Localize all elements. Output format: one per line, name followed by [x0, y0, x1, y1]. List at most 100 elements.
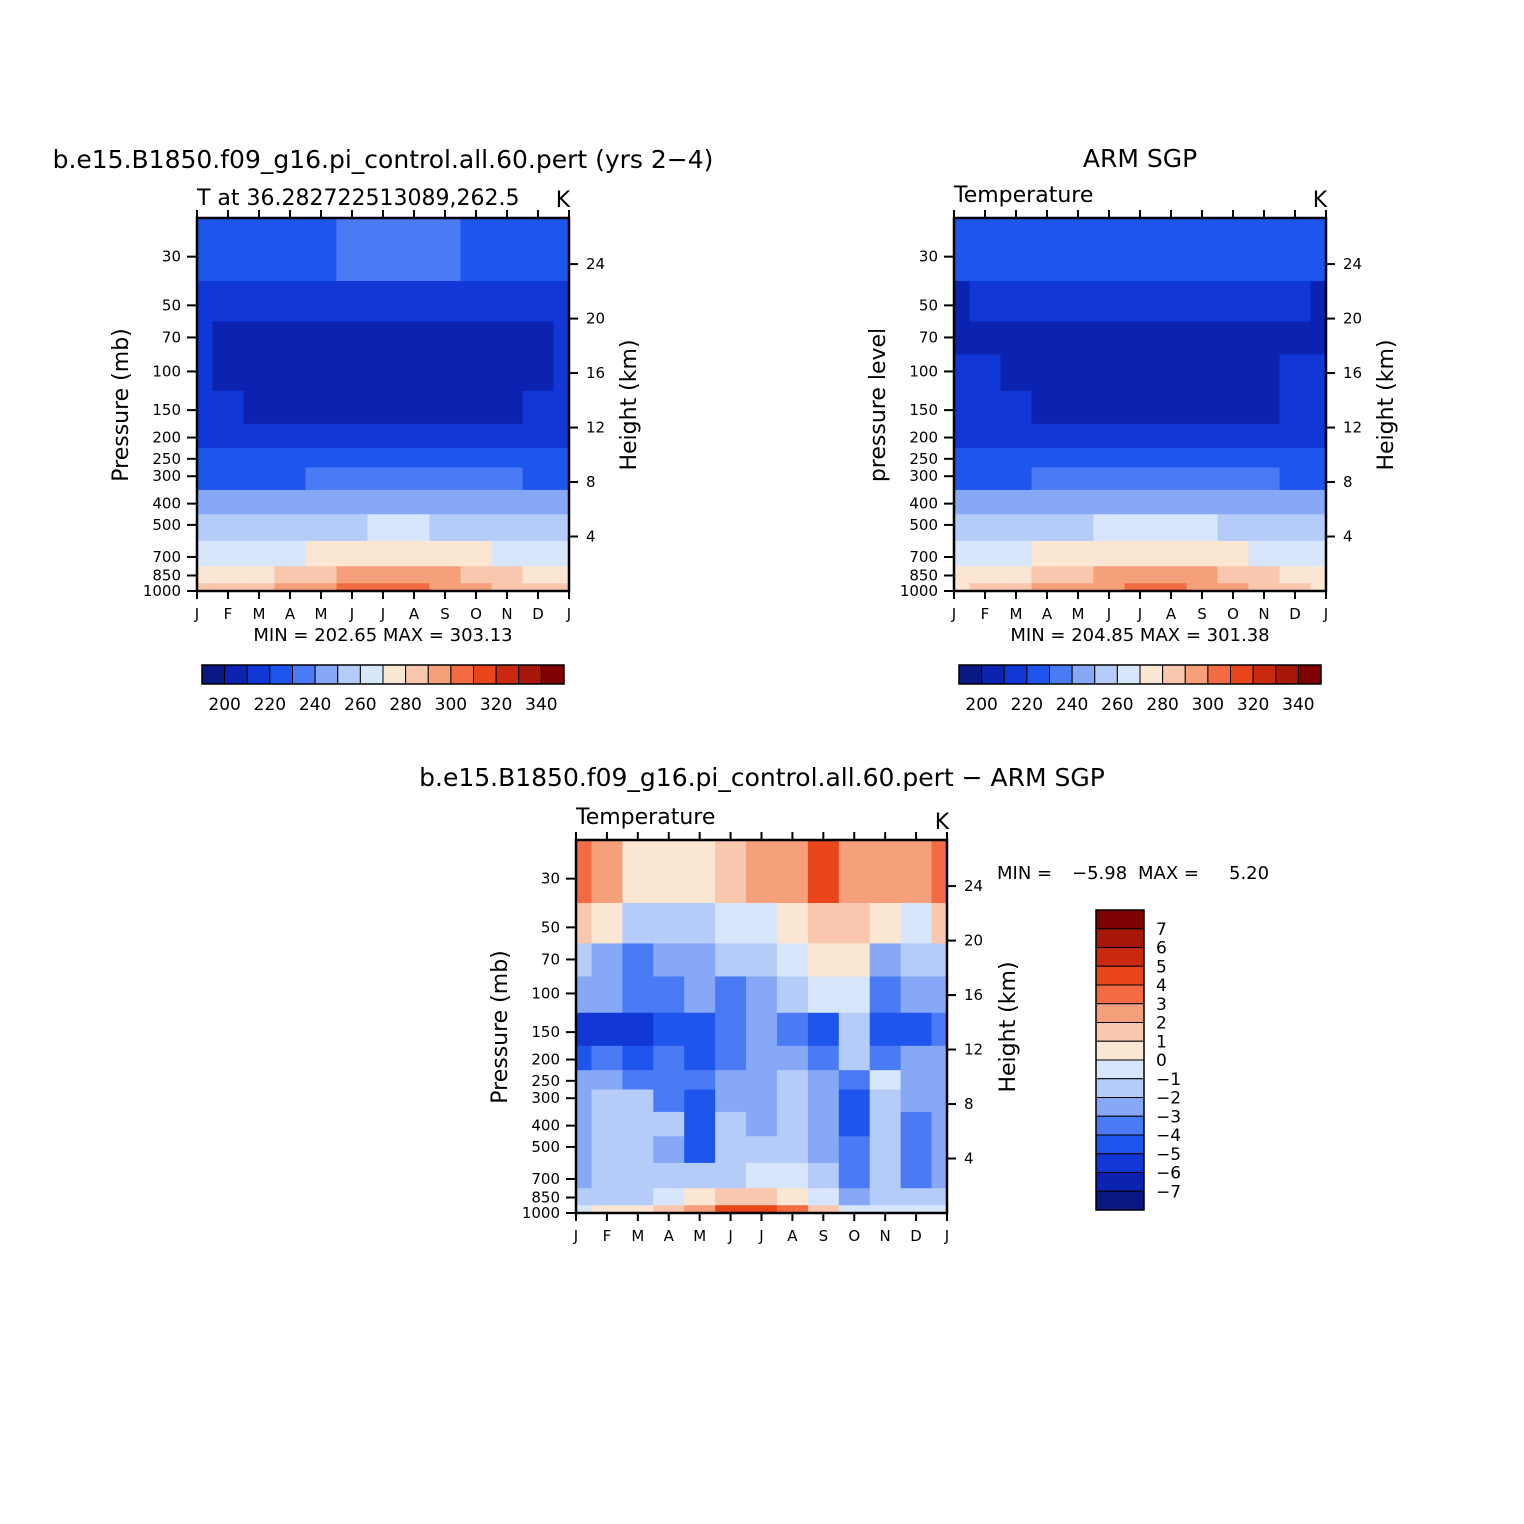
field-cell: [197, 583, 214, 592]
panel-diff-stats-max: 5.20: [1229, 863, 1269, 884]
field-cell: [429, 390, 462, 425]
field-cell: [776, 1136, 809, 1164]
panel-model-colorbar: 200 220 240 260 280 300 320 340: [201, 664, 565, 715]
field-cell: [715, 943, 747, 978]
field-cell: [1062, 281, 1095, 322]
y-tick-label: 700: [152, 548, 181, 566]
field-cell: [197, 321, 214, 356]
field-cell: [460, 281, 493, 322]
x-tick-label: J: [566, 605, 571, 623]
field-cell: [715, 1205, 747, 1214]
colorbar-swatch: [1252, 664, 1277, 685]
field-cell: [1093, 281, 1126, 322]
y-tick-label: 400: [152, 495, 181, 513]
field-cell: [776, 1089, 809, 1113]
field-cell: [1093, 423, 1126, 449]
colorbar-swatch: [1095, 984, 1145, 1005]
field-cell: [653, 1045, 685, 1071]
field-cell: [684, 1070, 716, 1091]
y-tick-label: 850: [531, 1189, 560, 1207]
field-cell: [1217, 423, 1250, 449]
field-cell: [305, 281, 338, 322]
field-cell: [931, 1070, 948, 1091]
field-cell: [398, 448, 431, 469]
panel-diff: b.e15.B1850.f09_g16.pi_control.all.60.pe…: [419, 763, 1269, 1245]
field-cell: [576, 1045, 593, 1071]
field-cell: [1000, 390, 1033, 425]
y-tick-label: 50: [919, 296, 938, 314]
field-cell: [591, 1070, 623, 1091]
field-cell: [197, 566, 214, 584]
field-cell: [746, 840, 778, 904]
colorbar-swatch: [450, 664, 475, 685]
field-cell: [212, 354, 245, 392]
field-cell: [622, 943, 654, 978]
field-cell: [1279, 218, 1312, 282]
field-cell: [305, 354, 338, 392]
y2-tick-label: 16: [1343, 364, 1362, 382]
field-cell: [367, 321, 400, 356]
field-cell: [591, 1136, 623, 1164]
field-cell: [1248, 390, 1281, 425]
colorbar-swatch: [1094, 664, 1118, 685]
field-cell: [1031, 218, 1064, 282]
colorbar-label: −5: [1156, 1145, 1181, 1165]
field-cell: [1124, 514, 1157, 542]
field-cell: [1217, 583, 1250, 592]
field-cell: [1279, 514, 1312, 542]
field-cell: [622, 1045, 654, 1071]
field-cell: [954, 489, 971, 515]
field-cell: [954, 423, 971, 449]
field-cell: [591, 943, 623, 978]
field-cell: [1279, 566, 1312, 584]
field-cell: [869, 1089, 902, 1113]
field-cell: [931, 840, 948, 904]
field-cell: [305, 566, 338, 584]
field-cell: [1031, 583, 1064, 592]
field-cell: [212, 423, 245, 449]
field-cell: [1031, 514, 1064, 542]
field-cell: [1124, 218, 1157, 282]
field-cell: [1310, 423, 1327, 449]
field-cell: [591, 976, 623, 1014]
field-cell: [1124, 448, 1157, 469]
field-cell: [869, 903, 902, 944]
field-cell: [197, 448, 214, 469]
field-cell: [1124, 321, 1157, 356]
y-tick-label: 200: [531, 1051, 560, 1069]
field-cell: [1155, 218, 1188, 282]
y-tick-label: 500: [152, 516, 181, 534]
y-tick-label: 250: [531, 1072, 560, 1090]
colorbar-label: 300: [435, 695, 467, 715]
x-tick-label: O: [470, 605, 482, 623]
y-tick-label: 500: [909, 516, 938, 534]
field-cell: [367, 566, 400, 584]
field-cell: [491, 423, 524, 449]
field-cell: [197, 354, 214, 392]
y-tick-label: 100: [909, 362, 938, 380]
field-cell: [969, 566, 1002, 584]
field-cell: [576, 1136, 593, 1164]
field-cell: [1000, 281, 1033, 322]
field-cell: [1248, 514, 1281, 542]
y-tick-label: 70: [919, 328, 938, 346]
field-cell: [336, 390, 369, 425]
field-cell: [684, 1136, 716, 1164]
field-cell: [838, 1162, 871, 1189]
field-cell: [807, 840, 840, 904]
field-cell: [367, 390, 400, 425]
field-cell: [715, 840, 747, 904]
field-cell: [212, 489, 245, 515]
field-cell: [1186, 390, 1219, 425]
field-cell: [776, 976, 809, 1014]
x-tick-label: A: [1042, 605, 1053, 623]
field-cell: [838, 1188, 871, 1206]
field-cell: [212, 321, 245, 356]
field-cell: [684, 903, 716, 944]
field-cell: [1124, 566, 1157, 584]
field-cell: [1310, 281, 1327, 322]
field-cell: [746, 1162, 778, 1189]
y2-tick-label: 8: [964, 1095, 974, 1113]
field-cell: [869, 1012, 902, 1047]
